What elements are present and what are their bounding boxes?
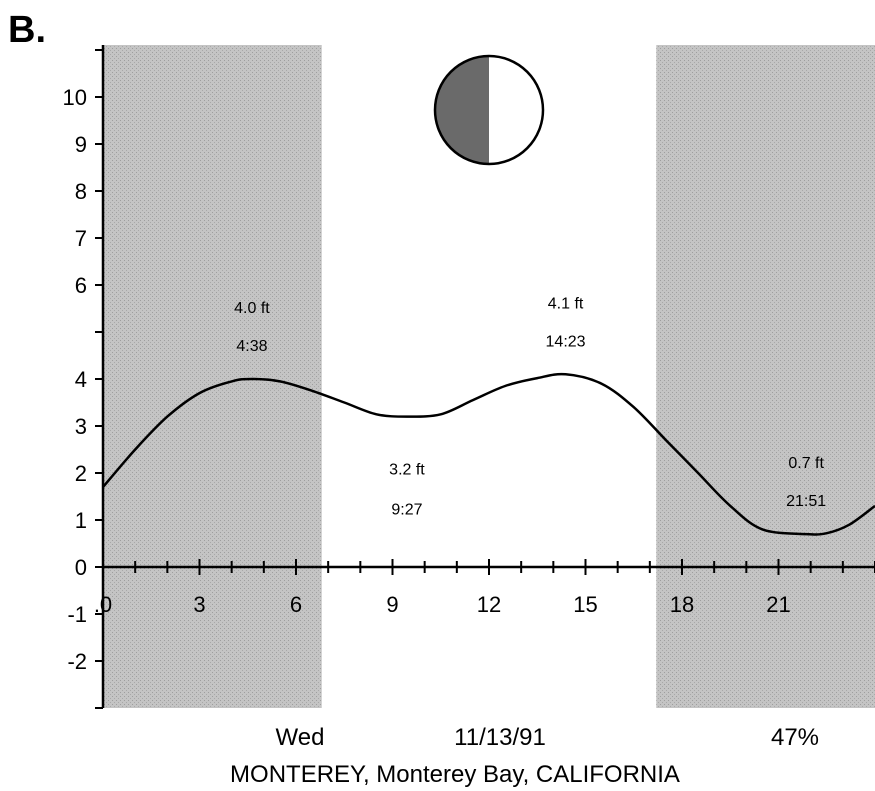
annotation-time: 21:51 [786,493,826,510]
x-tick-label: 6 [290,592,302,617]
y-tick-label: 4 [75,367,87,392]
footer-date: 11/13/91 [454,724,546,751]
x-axis-ticks: .0 3 6 9 12 15 18 21 [94,559,875,617]
y-tick-label: 8 [75,179,87,204]
x-tick-label: 15 [573,592,597,617]
x-tick-label: 18 [670,592,694,617]
x-tick-label: 12 [477,592,501,617]
y-tick-label: 10 [63,85,87,110]
annotation-time: 14:23 [546,333,586,350]
x-tick-label: 3 [193,592,205,617]
annotation-height: 4.1 ft [548,295,584,312]
annotation-height: 3.2 ft [389,462,425,479]
moon-phase-icon [433,54,545,166]
y-tick-label: 9 [75,132,87,157]
x-tick-label: 9 [386,592,398,617]
footer-location: MONTEREY, Monterey Bay, CALIFORNIA [230,761,680,788]
footer-moon-illumination: 47% [771,724,819,751]
moon-outline [433,54,545,166]
tide-curve [102,372,875,536]
y-tick-label: 2 [75,461,87,486]
y-tick-label: 0 [75,555,87,580]
y-tick-label: 6 [75,273,87,298]
annotation-time: 4:38 [236,338,267,355]
night-shade-band [656,45,875,708]
x-tick-label: 21 [766,592,790,617]
tide-annotations: 4.0 ft 4:38 3.2 ft 9:27 4.1 ft 14:23 0.7 ft 21:… [234,295,826,518]
y-tick-label: -1 [67,602,87,627]
x-tick-label: .0 [94,592,112,617]
panel-label: B. [8,9,46,51]
footer-day: Wed [276,724,325,751]
moon-dark-half [435,56,489,164]
y-tick-label: 3 [75,414,87,439]
annotation-time: 9:27 [391,502,422,519]
y-axis-ticks: -2 -1 0 1 2 3 4 6 7 8 9 10 [63,49,103,709]
annotation-height: 4.0 ft [234,300,270,317]
y-tick-label: 1 [75,508,87,533]
night-shade-band [103,45,322,708]
night-shading [103,45,875,708]
y-tick-label: 7 [75,226,87,251]
annotation-height: 0.7 ft [788,455,824,472]
y-tick-label: -2 [67,649,87,674]
